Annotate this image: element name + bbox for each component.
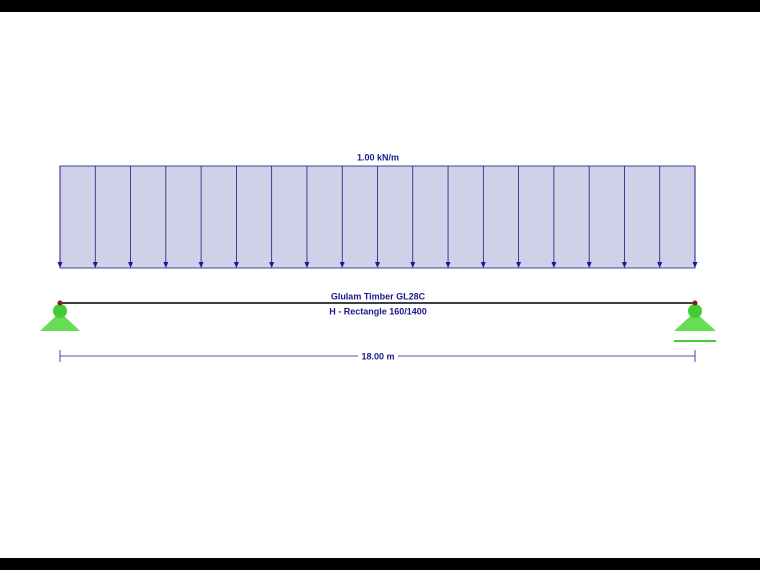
arrow-head — [163, 262, 169, 268]
arrow-head — [692, 262, 698, 268]
arrow-head — [198, 262, 204, 268]
arrow-head — [586, 262, 592, 268]
arrow-head — [621, 262, 627, 268]
dimension — [59, 350, 696, 362]
bottom-bar — [0, 558, 760, 570]
arrow-head — [375, 262, 380, 268]
arrow-head — [92, 262, 98, 268]
arrow-head — [657, 262, 663, 268]
support-triangle — [674, 312, 716, 331]
support-hinge — [53, 304, 67, 318]
arrow-head — [304, 262, 310, 268]
arrow-head — [57, 262, 63, 268]
support-hinge — [688, 304, 702, 318]
arrow-head — [339, 262, 345, 268]
top-bar — [0, 0, 760, 12]
node — [57, 300, 63, 306]
arrow-head — [269, 262, 275, 268]
arrow-head — [410, 262, 416, 268]
arrow-head — [516, 262, 522, 268]
arrow-head — [128, 262, 134, 268]
load-label: 1.00 kN/m — [357, 152, 399, 162]
support-triangle — [40, 312, 80, 331]
dimension-label: 18.00 m — [361, 351, 394, 361]
distributed-load — [57, 165, 698, 269]
arrow-head — [551, 262, 557, 268]
right-support — [674, 300, 716, 342]
dimension-label-bg — [358, 351, 398, 362]
section-label: H - Rectangle 160/1400 — [329, 306, 427, 316]
arrow-head — [480, 262, 486, 268]
arrow-head — [445, 262, 451, 268]
material-label: Glulam Timber GL28C — [331, 291, 426, 301]
left-support — [40, 300, 80, 331]
arrow-head — [233, 262, 239, 268]
node — [692, 300, 698, 306]
